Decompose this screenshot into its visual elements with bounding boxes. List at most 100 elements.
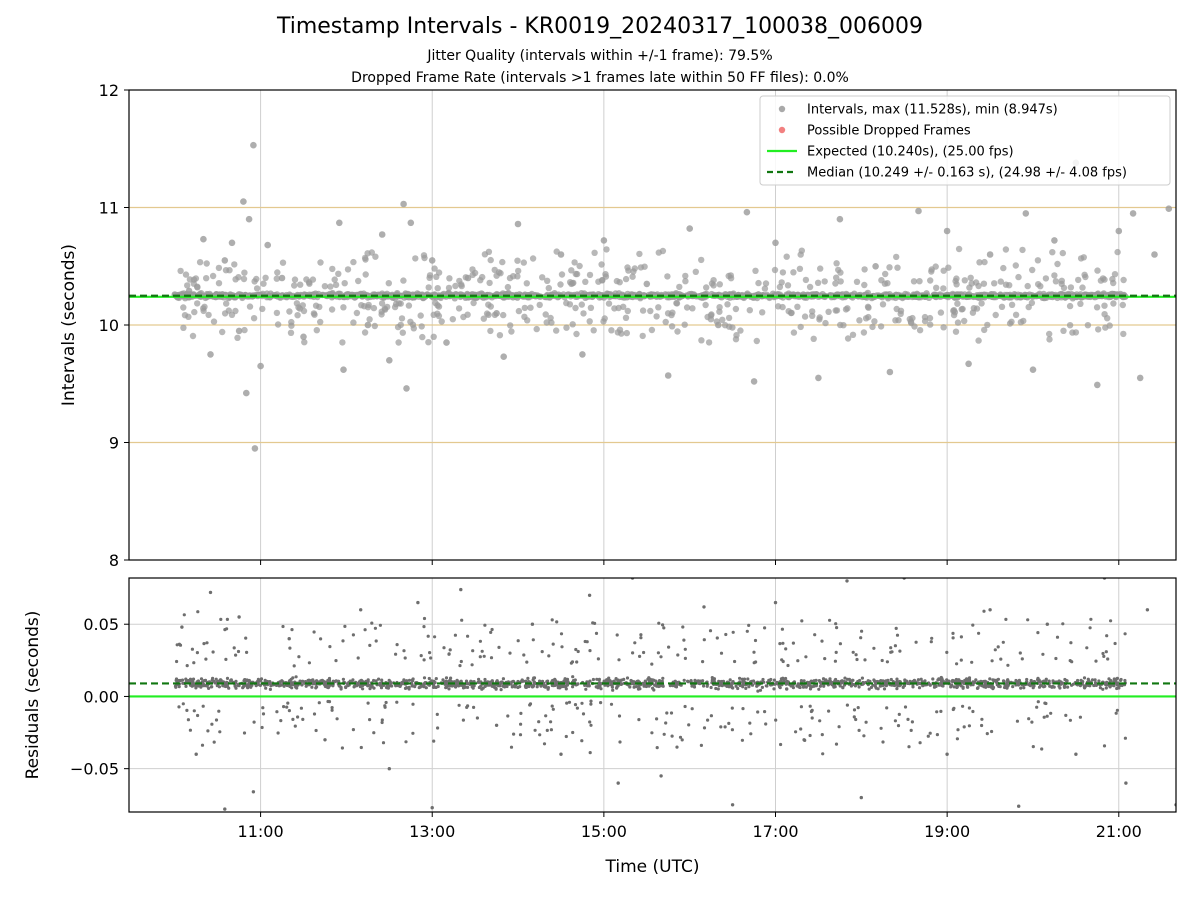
- residual-point: [596, 657, 601, 661]
- interval-point: [205, 311, 212, 319]
- residual-point: [1078, 715, 1082, 719]
- residual-point: [210, 722, 214, 726]
- residual-point: [470, 663, 474, 667]
- residual-point: [845, 703, 850, 707]
- residual-point: [178, 643, 183, 647]
- interval-point: [331, 276, 338, 283]
- residual-point: [699, 743, 704, 748]
- interval-point: [778, 279, 785, 286]
- residual-point: [509, 745, 514, 749]
- interval-point: [426, 274, 433, 281]
- residual-point: [949, 683, 953, 687]
- residual-point: [951, 631, 955, 636]
- residual-point: [1109, 619, 1113, 623]
- residual-point: [676, 653, 680, 657]
- residual-point: [261, 706, 265, 710]
- residual-point: [894, 626, 898, 631]
- residual-point: [298, 679, 302, 683]
- residual-point: [482, 654, 486, 658]
- residual-point: [656, 651, 661, 655]
- residual-point: [213, 681, 217, 685]
- residual-point: [512, 684, 516, 688]
- residual-point: [190, 647, 194, 651]
- residual-point: [959, 658, 963, 662]
- residual-point: [208, 590, 213, 595]
- residual-point: [328, 645, 332, 649]
- residual-point: [748, 721, 752, 725]
- residual-point: [368, 718, 372, 722]
- residual-point: [1006, 663, 1010, 667]
- interval-point: [288, 322, 295, 329]
- residual-point: [615, 633, 619, 637]
- interval-point: [287, 329, 295, 336]
- interval-point: [809, 312, 816, 319]
- interval-point: [405, 302, 413, 309]
- residual-point: [252, 720, 256, 724]
- interval-point: [976, 259, 983, 266]
- residual-point: [834, 650, 838, 655]
- interval-point: [533, 325, 540, 333]
- interval-point: [622, 314, 630, 321]
- interval-point: [313, 327, 320, 334]
- residual-point: [394, 652, 398, 656]
- residual-point: [537, 720, 541, 724]
- interval-point: [926, 314, 934, 322]
- residual-point: [971, 623, 975, 627]
- residual-point: [916, 678, 921, 682]
- interval-point: [822, 319, 829, 327]
- residual-point: [560, 645, 564, 649]
- residual-point: [205, 641, 209, 645]
- residual-point: [288, 646, 292, 650]
- residual-point: [1045, 622, 1050, 626]
- residual-point: [616, 678, 621, 682]
- residual-point: [918, 741, 922, 745]
- interval-point: [253, 285, 261, 292]
- residual-point: [608, 679, 612, 683]
- residual-point: [851, 650, 855, 654]
- residual-point: [194, 686, 198, 690]
- residual-point: [185, 664, 189, 668]
- residual-point: [466, 634, 470, 638]
- interval-point: [682, 272, 689, 280]
- residual-point: [540, 650, 544, 654]
- interval-point: [719, 316, 726, 323]
- chart-subtitle-dropped: Dropped Frame Rate (intervals >1 frames …: [351, 70, 849, 86]
- residual-point: [935, 710, 939, 714]
- residual-point: [647, 678, 652, 683]
- residual-point: [571, 685, 575, 689]
- residual-point: [617, 658, 621, 662]
- interval-point: [329, 265, 336, 273]
- residual-point: [765, 684, 769, 688]
- interval-point: [572, 270, 579, 278]
- interval-point: [395, 300, 403, 307]
- residual-point: [857, 685, 861, 689]
- interval-point: [495, 269, 503, 276]
- interval-point: [986, 251, 994, 258]
- interval-point: [428, 257, 436, 264]
- interval-point: [591, 249, 598, 256]
- residual-point: [545, 728, 549, 733]
- interval-point: [587, 304, 595, 311]
- residual-point: [1040, 747, 1044, 751]
- residual-point: [955, 737, 960, 741]
- interval-point: [705, 339, 713, 346]
- residual-point: [341, 677, 345, 681]
- residual-point: [182, 613, 186, 617]
- interval-point: [1042, 275, 1050, 282]
- interval-point: [443, 339, 450, 346]
- residual-point: [279, 683, 283, 687]
- residual-point: [211, 650, 215, 654]
- residual-point: [588, 751, 592, 755]
- interval-point: [487, 327, 494, 335]
- interval-point: [668, 323, 676, 330]
- interval-point: [933, 284, 940, 291]
- interval-point: [916, 278, 923, 285]
- interval-point: [310, 310, 318, 317]
- residual-point: [903, 705, 908, 709]
- residual-point: [416, 600, 420, 605]
- interval-point: [215, 280, 223, 287]
- legend-marker: [778, 126, 786, 134]
- residual-point: [710, 678, 714, 682]
- residual-point: [724, 632, 728, 637]
- residual-point: [617, 714, 622, 718]
